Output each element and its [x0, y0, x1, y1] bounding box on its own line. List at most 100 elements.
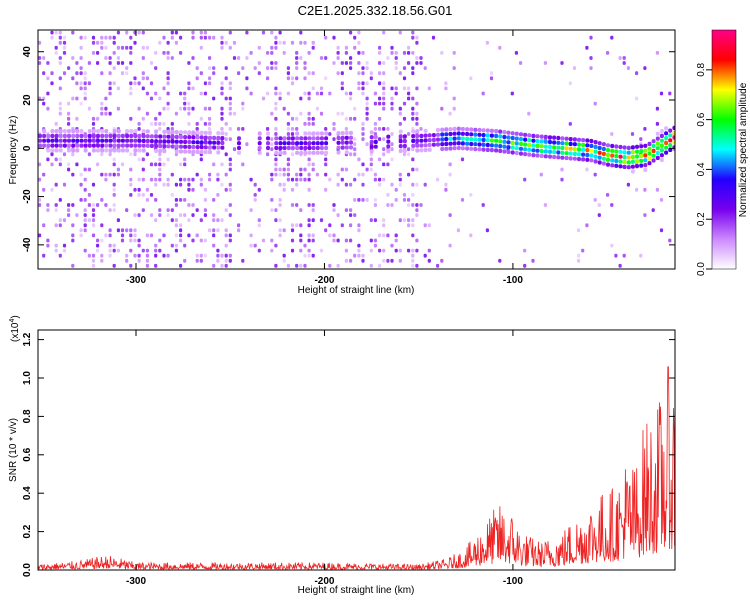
spectrogram-cell: [91, 233, 96, 238]
spectrogram-cell: [402, 218, 407, 223]
spectrogram-cell: [129, 51, 133, 55]
spectrogram-cell: [54, 243, 58, 248]
spectrogram-cell: [96, 248, 100, 253]
spectrogram-cell: [187, 81, 191, 86]
spectrogram-cell: [411, 116, 415, 121]
spectrogram-signal-cell: [203, 150, 208, 155]
spectrogram-signal-cell: [647, 141, 652, 146]
spectrogram-cell: [137, 238, 141, 243]
spectrogram-cell: [361, 258, 365, 263]
spectrogram-cell: [523, 177, 527, 182]
spectrogram-cell: [137, 213, 141, 217]
spectrogram-signal-cell: [659, 157, 664, 163]
spectrogram-cell: [324, 56, 328, 60]
spectrogram-cell: [133, 81, 137, 86]
spectrogram-cell: [58, 223, 62, 228]
spectrogram-cell: [315, 106, 319, 111]
spectrogram-cell: [498, 45, 502, 50]
spectrogram-cell: [286, 127, 290, 131]
spectrogram-cell: [62, 40, 67, 45]
spectrogram-cell: [58, 30, 62, 35]
spectrogram-signal-cell: [282, 141, 287, 146]
spectrogram-signal-cell: [668, 147, 673, 152]
spectrogram-cell: [357, 198, 361, 202]
spectrogram-cell: [120, 61, 125, 65]
spectrogram-signal-cell: [494, 133, 499, 138]
spectrogram-cell: [307, 238, 311, 243]
spectrogram-signal-cell: [187, 135, 192, 140]
spectrogram-signal-cell: [54, 143, 59, 148]
spectrogram-signal-cell: [237, 136, 241, 141]
spectrogram-cell: [187, 187, 191, 192]
spectrogram-cell: [411, 233, 415, 238]
spectrogram-cell: [510, 91, 514, 96]
spectrogram-signal-cell: [174, 139, 179, 144]
spectrogram-cell: [179, 238, 183, 243]
spectrogram-cell: [349, 66, 353, 70]
spectrogram-signal-cell: [96, 143, 100, 148]
spectrogram-cell: [228, 182, 232, 187]
spectrogram-cell: [290, 238, 295, 243]
spectrogram-cell: [54, 51, 58, 55]
spectrogram-signal-cell: [639, 144, 644, 149]
spectrogram-signal-cell: [75, 143, 80, 148]
spectrogram-signal-cell: [125, 143, 130, 148]
spectrogram-signal-cell: [448, 141, 453, 146]
spectrogram-x-tick-label: -300: [126, 275, 146, 286]
spectrogram-cell: [71, 30, 75, 35]
spectrogram-signal-cell: [290, 136, 295, 141]
spectrogram-cell: [166, 177, 170, 182]
spectrogram-signal-cell: [415, 148, 420, 153]
spectrogram-cell: [199, 218, 203, 223]
spectrogram-signal-cell: [469, 137, 474, 142]
spectrogram-cell: [423, 223, 427, 228]
spectrogram-signal-cell: [448, 146, 453, 151]
spectrogram-cell: [290, 177, 295, 182]
spectrogram-cell: [253, 243, 257, 248]
spectrogram-cell: [191, 187, 195, 192]
spectrogram-cell: [166, 81, 170, 86]
spectrogram-cell: [179, 223, 183, 228]
spectrogram-cell: [460, 198, 465, 202]
spectrogram-signal-cell: [149, 139, 154, 144]
spectrogram-cell: [452, 106, 456, 111]
spectrogram-signal-cell: [489, 148, 494, 153]
spectrogram-cell: [125, 45, 129, 50]
spectrogram-cell: [96, 238, 100, 243]
spectrogram-signal-cell: [141, 138, 146, 143]
spectrogram-cell: [216, 177, 220, 182]
spectrogram-cell: [328, 263, 332, 268]
snr-x-ticks: -300 -200 -100: [126, 330, 523, 587]
spectrogram-signal-cell: [349, 135, 353, 140]
spectrogram-cell: [137, 187, 141, 192]
spectrogram-cell: [170, 122, 174, 126]
spectrogram-signal-cell: [220, 140, 225, 145]
spectrogram-cell: [307, 122, 311, 126]
spectrogram-cell: [378, 116, 382, 121]
spectrogram-cell: [286, 91, 290, 96]
spectrogram-cell: [390, 106, 394, 111]
spectrogram-cell: [116, 228, 120, 233]
spectrogram-cell: [278, 228, 282, 233]
spectrogram-signal-cell: [593, 140, 598, 145]
snr-y-tick-label: 0.4: [22, 486, 33, 500]
spectrogram-cell: [365, 198, 369, 202]
spectrogram-signal-cell: [630, 169, 635, 174]
spectrogram-signal-cell: [307, 150, 312, 155]
spectrogram-cell: [108, 228, 112, 233]
spectrogram-cell: [42, 223, 46, 228]
spectrogram-cell: [83, 76, 87, 81]
spectrogram-cell: [481, 203, 485, 207]
spectrogram-signal-cell: [444, 127, 449, 132]
spectrogram-signal-cell: [668, 143, 673, 148]
spectrogram-cell: [195, 127, 199, 131]
spectrogram-cell: [349, 30, 353, 35]
spectrogram-cell: [232, 56, 237, 60]
spectrogram-cell: [154, 243, 158, 248]
spectrogram-signal-cell: [606, 152, 610, 157]
spectrogram-cell: [71, 203, 75, 207]
spectrogram-cell: [361, 182, 365, 187]
spectrogram-signal-cell: [62, 129, 67, 134]
spectrogram-cell: [166, 157, 170, 162]
